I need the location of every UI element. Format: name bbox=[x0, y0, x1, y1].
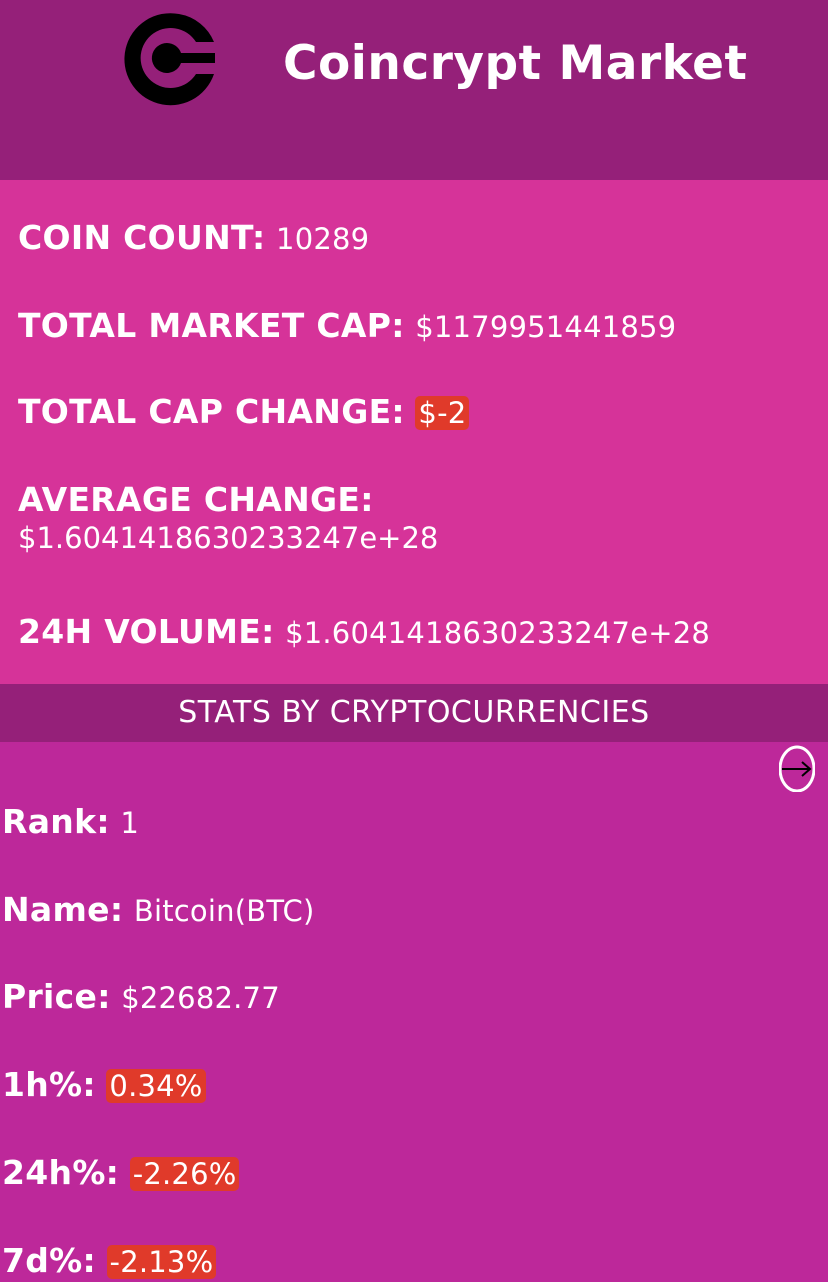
change-7d-label: 7d%: bbox=[2, 1241, 97, 1280]
market-summary: COIN COUNT: 10289 TOTAL MARKET CAP: $117… bbox=[0, 180, 828, 684]
market-cap-row: TOTAL MARKET CAP: $1179951441859 bbox=[18, 306, 676, 347]
price-value: $22682.77 bbox=[121, 981, 280, 1015]
coin-count-value: 10289 bbox=[276, 222, 370, 256]
rank-label: Rank: bbox=[2, 802, 110, 841]
section-title-bar: STATS BY CRYPTOCURRENCIES bbox=[0, 684, 828, 742]
coin-24h-row: 24h%: -2.26% bbox=[2, 1153, 240, 1194]
cap-change-row: TOTAL CAP CHANGE: $-2 bbox=[18, 392, 470, 433]
change-24h-label: 24h%: bbox=[2, 1153, 120, 1192]
app-header: Coincrypt Market bbox=[0, 0, 828, 180]
change-1h-label: 1h%: bbox=[2, 1065, 96, 1104]
name-value: Bitcoin(BTC) bbox=[133, 894, 315, 928]
coin-price-row: Price: $22682.77 bbox=[2, 977, 280, 1018]
arrow-right-circle-icon[interactable] bbox=[779, 744, 815, 792]
coin-count-label: COIN COUNT: bbox=[18, 218, 266, 257]
price-label: Price: bbox=[2, 977, 111, 1016]
market-cap-label: TOTAL MARKET CAP: bbox=[18, 306, 405, 345]
average-change-label: AVERAGE CHANGE: bbox=[18, 480, 374, 519]
cap-change-label: TOTAL CAP CHANGE: bbox=[18, 392, 405, 431]
change-1h-badge: 0.34% bbox=[106, 1069, 206, 1103]
volume-value: $1.6041418630233247e+28 bbox=[285, 616, 711, 650]
change-24h-badge: -2.26% bbox=[129, 1157, 240, 1191]
coin-name-row: Name: Bitcoin(BTC) bbox=[2, 890, 315, 931]
app-title: Coincrypt Market bbox=[283, 36, 748, 91]
coin-stats-panel bbox=[0, 742, 828, 1281]
change-7d-badge: -2.13% bbox=[106, 1245, 217, 1279]
coin-rank-row: Rank: 1 bbox=[2, 802, 139, 843]
volume-row: 24H VOLUME: $1.6041418630233247e+28 bbox=[18, 612, 710, 653]
market-cap-value: $1179951441859 bbox=[415, 310, 677, 344]
average-change-value: $1.6041418630233247e+28 bbox=[18, 521, 439, 555]
cap-change-badge: $-2 bbox=[415, 396, 470, 430]
coin-7d-row: 7d%: -2.13% bbox=[2, 1241, 217, 1282]
average-change-row: AVERAGE CHANGE: $1.6041418630233247e+28 bbox=[18, 480, 438, 556]
name-label: Name: bbox=[2, 890, 124, 929]
coincrypt-logo-icon bbox=[124, 13, 215, 106]
volume-label: 24H VOLUME: bbox=[18, 612, 275, 651]
coin-count-row: COIN COUNT: 10289 bbox=[18, 218, 369, 259]
rank-value: 1 bbox=[120, 806, 139, 840]
coin-1h-row: 1h%: 0.34% bbox=[2, 1065, 206, 1106]
